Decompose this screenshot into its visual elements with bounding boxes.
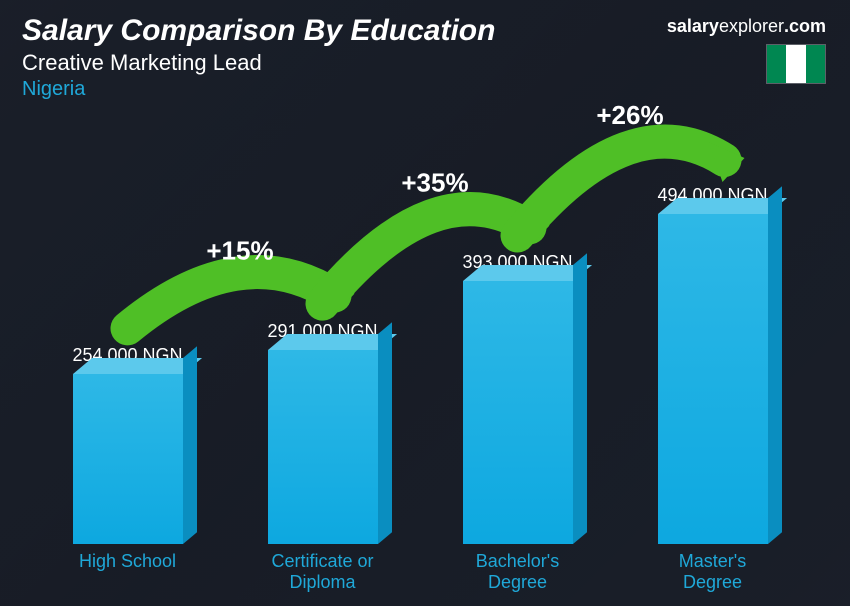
bar-category-label: High School — [58, 551, 198, 594]
flag-stripe-right — [806, 45, 825, 83]
bar — [463, 281, 573, 544]
chart-title: Salary Comparison By Education — [22, 14, 495, 48]
bar-side-face — [573, 254, 587, 544]
header: Salary Comparison By Education Creative … — [22, 14, 495, 101]
flag-stripe-left — [767, 45, 786, 83]
bar — [268, 350, 378, 544]
chart-subtitle: Creative Marketing Lead — [22, 50, 495, 76]
labels-container: High School Certificate orDiploma Bachelo… — [30, 551, 810, 594]
bar-side-face — [183, 347, 197, 544]
brand-label: salaryexplorer.com — [667, 16, 826, 37]
bar-category-label: Master'sDegree — [643, 551, 783, 594]
bar-front-face — [73, 374, 183, 544]
bar-side-face — [378, 322, 392, 544]
bar — [73, 374, 183, 544]
bar — [658, 214, 768, 544]
brand-part1: salary — [667, 16, 719, 36]
bar-wrap: 291,000 NGN — [253, 321, 393, 544]
bar-wrap: 494,000 NGN — [643, 185, 783, 544]
bar-category-label: Bachelor'sDegree — [448, 551, 588, 594]
flag-stripe-center — [786, 45, 805, 83]
bar-front-face — [268, 350, 378, 544]
country-flag-icon — [766, 44, 826, 84]
chart-country: Nigeria — [22, 78, 495, 101]
brand-part2: explorer — [719, 16, 784, 36]
bar-chart: +15%+35%+26% 254,000 NGN291,000 NGN393,0… — [30, 114, 810, 594]
chart-canvas: Salary Comparison By Education Creative … — [0, 0, 850, 606]
bar-front-face — [658, 214, 768, 544]
bar-front-face — [463, 281, 573, 544]
bar-side-face — [768, 186, 782, 544]
bar-wrap: 393,000 NGN — [448, 252, 588, 544]
brand-part3: .com — [784, 16, 826, 36]
bar-category-label: Certificate orDiploma — [253, 551, 393, 594]
bar-wrap: 254,000 NGN — [58, 345, 198, 544]
bars-container: 254,000 NGN 291,000 NGN 393,000 NGN 494,000… — [30, 114, 810, 544]
